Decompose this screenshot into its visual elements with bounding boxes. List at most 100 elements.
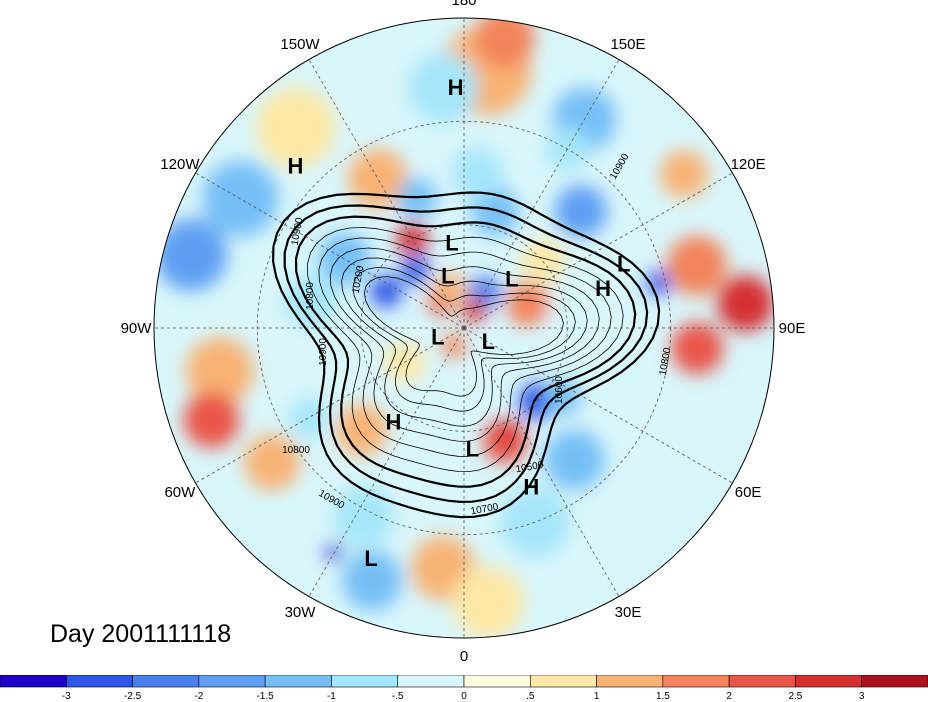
- colorbar-tick-label: -2: [194, 691, 203, 702]
- anomaly-patch: [370, 275, 402, 308]
- contour-value-label: 10700: [470, 502, 500, 518]
- meridian-label: 60W: [164, 484, 196, 501]
- colorbar-tick-label: -.5: [392, 691, 404, 702]
- meridian-line: [463, 327, 733, 484]
- anomaly-patch: [544, 429, 605, 490]
- low-pressure-label: L: [441, 263, 454, 288]
- anomaly-patch: [671, 322, 724, 375]
- meridian-label: 60E: [735, 484, 762, 501]
- anomaly-patch: [396, 178, 437, 219]
- colorbar-tick-label: 0: [461, 691, 467, 702]
- meridian-label: 0: [460, 648, 468, 665]
- anomaly-patch: [452, 566, 524, 638]
- contour-value-label: 10800: [658, 346, 674, 376]
- anomaly-patch: [185, 337, 254, 406]
- meridian-line: [308, 327, 465, 597]
- colorbar-swatch: [198, 675, 266, 688]
- meridian-label: 90W: [121, 320, 153, 337]
- colorbar-swatch: [65, 675, 133, 688]
- colorbar-tick-label: 2.5: [788, 691, 802, 702]
- high-pressure-label: H: [595, 276, 611, 301]
- map-border: [153, 17, 775, 639]
- low-pressure-label: L: [617, 252, 630, 277]
- contour-value-label: 10800: [305, 282, 316, 310]
- colorbar-swatch: [463, 675, 531, 688]
- anomaly-patch: [183, 391, 240, 448]
- anomaly-patch: [285, 275, 338, 328]
- colorbar-swatch: [132, 675, 200, 688]
- anomaly-patch: [155, 218, 228, 291]
- low-pressure-label: L: [364, 546, 377, 571]
- meridian-line: [195, 172, 465, 329]
- anomaly-patch: [408, 52, 478, 123]
- colorbar-tick-label: 1: [594, 691, 600, 702]
- meridian-label: 90E: [779, 320, 806, 337]
- meridian-line: [463, 172, 733, 329]
- low-pressure-label: L: [482, 329, 495, 354]
- height-contour: [363, 276, 564, 397]
- meridian-line: [308, 59, 465, 329]
- high-pressure-label: H: [386, 410, 402, 435]
- contour-value-label: 10600: [554, 376, 565, 404]
- anomaly-patch: [474, 18, 535, 69]
- anomaly-patch: [554, 185, 607, 238]
- colorbar-swatch: [397, 675, 465, 688]
- graticule: [154, 18, 774, 638]
- anomaly-patch: [333, 486, 394, 547]
- colorbar: -3 -2.5 -2 -1.5 -1 -.5 0 .5 1 1.5 2 2.5 3: [0, 675, 928, 702]
- height-contour: [329, 247, 600, 442]
- colorbar-swatch: [662, 675, 730, 688]
- anomaly-patch: [717, 275, 774, 332]
- color-field: [154, 18, 774, 638]
- high-pressure-label: H: [448, 75, 464, 100]
- colorbar-tick-label: 1.5: [656, 691, 670, 702]
- colorbar-tick-label: .5: [526, 691, 535, 702]
- colorbar-tick-label: -1: [327, 691, 336, 702]
- meridian-line: [195, 327, 465, 484]
- colorbar-swatch: [264, 675, 332, 688]
- meridian-label: 120E: [731, 156, 766, 173]
- height-contour: [283, 204, 649, 504]
- meridian-label: 30W: [285, 604, 317, 621]
- meridian-label: 30E: [615, 604, 642, 621]
- contour-value-label: 10900: [290, 216, 306, 246]
- anomaly-patch: [335, 404, 388, 457]
- colorbar-swatch: [795, 675, 863, 688]
- meridian-label: 180: [451, 0, 476, 9]
- colorbar-tick-label: -2.5: [124, 691, 142, 702]
- colorbar-tick-label: -1.5: [256, 691, 274, 702]
- date-title: Day 2001111118: [50, 620, 232, 648]
- low-pressure-label: L: [445, 231, 458, 256]
- height-contour: [294, 215, 637, 488]
- anomaly-patch: [660, 149, 709, 198]
- low-pressure-label: L: [466, 436, 479, 461]
- colorbar-tick-label: 2: [726, 691, 732, 702]
- contour-value-label: 10200: [351, 264, 367, 294]
- meridian-labels: 90E 60E 30E 0 30W 60W 90W 120W 150W 180 150E 120E: [121, 0, 806, 665]
- anomaly-patch: [342, 550, 403, 611]
- anomaly-patch: [451, 147, 504, 200]
- height-contour: [271, 191, 661, 519]
- colorbar-swatch: [529, 675, 597, 688]
- height-contour: [341, 257, 588, 427]
- height-contour: [352, 266, 576, 412]
- anomaly-patch: [666, 235, 727, 296]
- colorbar-swatch: [861, 675, 928, 688]
- high-pressure-label: H: [288, 153, 304, 178]
- height-contour: [307, 227, 624, 473]
- high-pressure-label: H: [523, 475, 539, 500]
- colorbar-tick-label: -3: [62, 691, 71, 702]
- colorbar-swatch: [728, 675, 796, 688]
- jet-stream-contours: [271, 191, 661, 519]
- meridian-label: 120W: [160, 156, 200, 173]
- meridian-label: 150E: [610, 36, 645, 53]
- low-pressure-label: L: [505, 266, 518, 291]
- contour-value-label: 10500: [515, 460, 545, 476]
- colorbar-swatch: [331, 675, 399, 688]
- anomaly-patch: [244, 434, 301, 491]
- anomaly-patch: [255, 87, 336, 168]
- colorbar-tick-label: 3: [859, 691, 865, 702]
